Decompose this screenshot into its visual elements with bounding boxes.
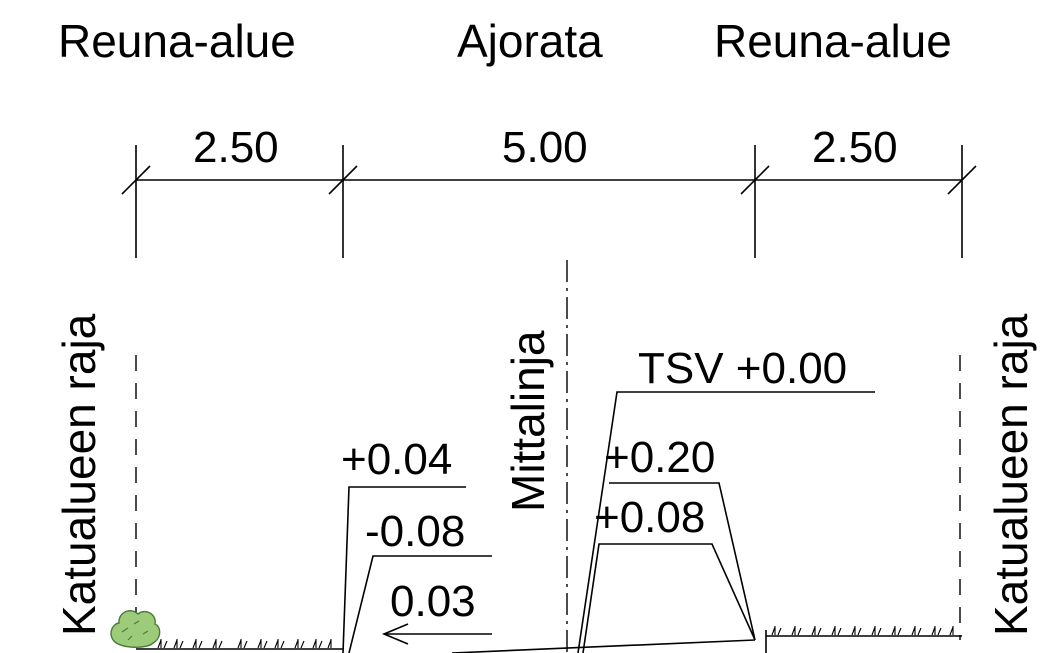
elevation-right-mid: +0.08	[594, 493, 705, 542]
elevation-left-top: +0.04	[341, 435, 452, 484]
elevation-right-tsv: TSV +0.00	[638, 344, 847, 393]
dimension-line	[121, 145, 977, 258]
shrub-icon	[110, 610, 161, 648]
left-elevation-leaders	[342, 486, 492, 653]
elevation-left-mid: -0.08	[365, 507, 465, 556]
measurement-line-label: Mittalinja	[502, 330, 554, 512]
header-carriageway: Ajorata	[457, 15, 603, 67]
left-grass-strip	[136, 639, 343, 650]
elevation-left-slope: 0.03	[390, 577, 476, 626]
elevation-right-top: +0.20	[604, 433, 715, 482]
right-boundary-label: Katualueen raja	[985, 313, 1037, 636]
right-grass-strip	[766, 626, 962, 637]
header-right-edge-area: Reuna-alue	[714, 15, 952, 67]
dimension-center-width: 5.00	[502, 123, 588, 172]
header-left-edge-area: Reuna-alue	[58, 15, 296, 67]
dimension-right-width: 2.50	[812, 123, 898, 172]
dimension-left-width: 2.50	[193, 123, 279, 172]
left-boundary-label: Katualueen raja	[53, 313, 105, 636]
right-elevation-leaders	[451, 391, 875, 653]
